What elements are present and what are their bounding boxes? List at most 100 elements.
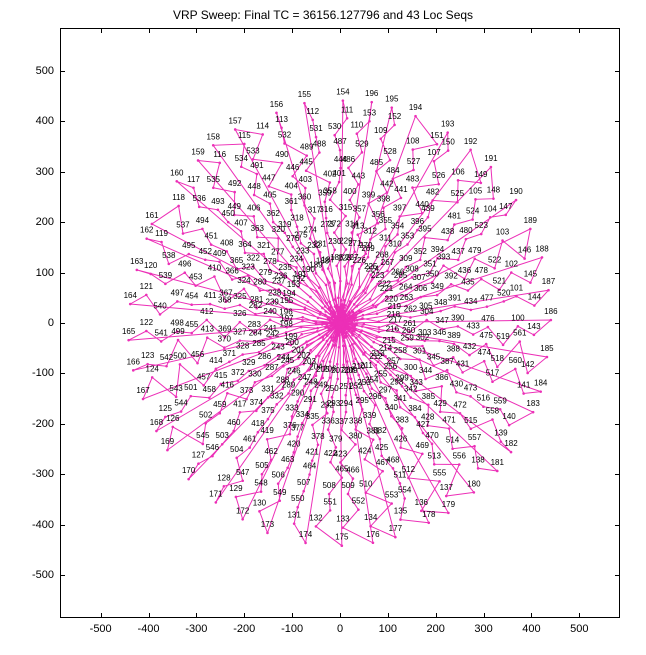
node-label: 301 [413, 347, 427, 356]
node-label: 142 [521, 360, 535, 369]
node-label: 464 [303, 461, 317, 470]
route-node [440, 385, 443, 388]
route-node [342, 99, 345, 102]
node-label: 238 [268, 288, 282, 297]
route-node [309, 407, 312, 410]
route-node [358, 310, 361, 313]
route-node [313, 217, 316, 220]
node-label: 181 [491, 458, 505, 467]
route-node [136, 269, 139, 272]
node-label: 491 [250, 161, 264, 170]
node-label: 455 [185, 320, 199, 329]
node-label: 387 [441, 357, 455, 366]
route-node [351, 334, 354, 337]
node-label: 285 [252, 339, 266, 348]
node-label: 538 [162, 251, 176, 260]
route-node [209, 303, 212, 306]
route-node [335, 307, 338, 310]
node-label: 127 [192, 451, 206, 460]
route-node [269, 319, 272, 322]
node-label: 504 [230, 445, 244, 454]
node-label: 112 [306, 107, 319, 116]
route-node [204, 422, 207, 425]
route-node [211, 455, 214, 458]
route-node [467, 289, 470, 292]
node-label: 483 [406, 175, 420, 184]
route-node [260, 490, 263, 493]
route-node [160, 340, 163, 343]
route-node [447, 149, 450, 152]
node-label: 218 [387, 310, 401, 319]
route-node [399, 446, 402, 449]
node-label: 482 [426, 187, 440, 196]
route-node [355, 322, 358, 325]
route-node [414, 115, 417, 118]
node-label: 100 [511, 313, 525, 322]
node-label: 430 [450, 379, 464, 388]
route-node [445, 495, 448, 498]
node-label: 548 [254, 479, 268, 488]
route-node [221, 443, 224, 446]
route-node [419, 296, 422, 299]
route-node [339, 280, 342, 283]
route-node [266, 532, 269, 535]
route-node [218, 162, 221, 165]
route-node [361, 329, 364, 332]
node-label: 399 [362, 190, 376, 199]
route-node [305, 340, 308, 343]
route-node [351, 265, 354, 268]
route-node [290, 209, 293, 212]
node-label: 305 [419, 302, 433, 311]
route-node [307, 300, 310, 303]
node-label: 152 [388, 112, 402, 121]
node-label: 400 [343, 187, 357, 196]
route-node [340, 429, 343, 432]
route-node [392, 467, 395, 470]
route-node [278, 499, 281, 502]
plot-svg: 1862292723153584014444875301111541872302… [0, 0, 646, 655]
vrp-sweep-chart: VRP Sweep: Final TC = 36156.127796 and 4… [0, 0, 646, 655]
route-node [319, 313, 322, 316]
node-label: 339 [363, 411, 377, 420]
route-node [303, 204, 306, 207]
route-node [335, 326, 338, 329]
route-node [399, 406, 402, 409]
route-node [403, 497, 406, 500]
route-node [352, 313, 355, 316]
node-label: 107 [427, 148, 441, 157]
route-node [328, 301, 331, 304]
node-label: 350 [426, 269, 440, 278]
node-label: 458 [203, 385, 217, 394]
node-label: 419 [260, 426, 274, 435]
node-label: 440 [415, 200, 429, 209]
node-label: 166 [127, 357, 141, 366]
node-label: 445 [299, 158, 313, 167]
node-label: 407 [234, 218, 248, 227]
route-node [234, 128, 237, 131]
node-label: 330 [248, 369, 262, 378]
node-label: 337 [335, 417, 349, 426]
node-label: 113 [275, 115, 288, 124]
route-node [362, 289, 365, 292]
route-node [318, 286, 321, 289]
node-label: 492 [228, 179, 242, 188]
route-node [398, 215, 401, 218]
route-node [327, 327, 330, 330]
node-label: 332 [270, 391, 284, 400]
node-label: 416 [221, 380, 235, 389]
node-label: 196 [365, 89, 379, 98]
node-label: 475 [480, 331, 494, 340]
node-label: 373 [240, 386, 254, 395]
node-label: 555 [433, 468, 447, 477]
node-label: 517 [486, 369, 500, 378]
node-label: 266 [391, 268, 405, 277]
route-node [235, 457, 238, 460]
route-node [356, 319, 359, 322]
node-label: 300 [404, 363, 418, 372]
route-node [354, 357, 357, 360]
route-node [529, 228, 532, 231]
node-label: 306 [414, 284, 428, 293]
route-node [541, 256, 544, 259]
route-node [372, 304, 375, 307]
route-node [339, 461, 342, 464]
